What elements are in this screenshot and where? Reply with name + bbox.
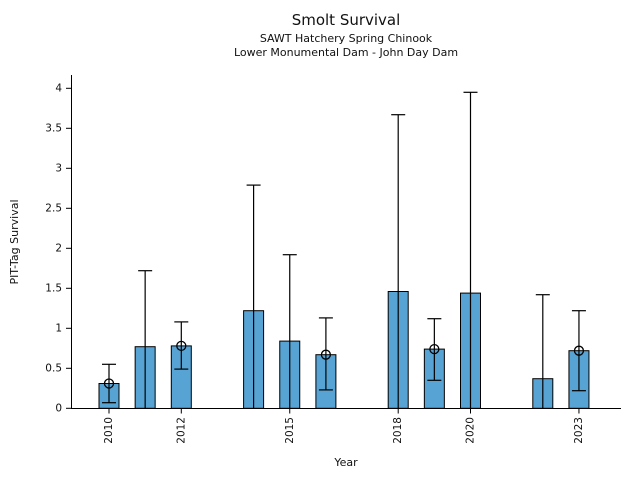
survival-marker-2012	[176, 340, 187, 352]
x-tick-label-2020: 2020	[465, 417, 477, 444]
chart-subtitle-line1: SAWT Hatchery Spring Chinook	[259, 32, 433, 45]
y-tick-label-3: 3	[55, 162, 62, 174]
survival-marker-2016	[320, 349, 332, 360]
y-tick-label-1.5: 1.5	[45, 282, 62, 294]
x-tick-label-2012: 2012	[175, 417, 187, 444]
y-tick-label-2: 2	[55, 242, 62, 254]
y-tick-label-2.5: 2.5	[45, 202, 62, 214]
x-axis-label: Year	[334, 456, 358, 469]
chart-title: Smolt Survival	[291, 11, 401, 29]
x-tick-label-2010: 2010	[103, 417, 115, 444]
survival-marker-2010	[103, 378, 115, 389]
chart-subtitle-line2: Lower Monumental Dam - John Day Dam	[233, 46, 459, 59]
y-tick-label-1: 1	[55, 322, 62, 334]
x-tick-label-2015: 2015	[284, 417, 296, 444]
x-tick-label-2023: 2023	[573, 417, 585, 444]
y-tick-label-3.5: 3.5	[45, 122, 62, 134]
survival-marker-2023	[573, 345, 585, 356]
y-tick-label-0: 0	[55, 402, 62, 414]
y-tick-label-4: 4	[55, 82, 62, 94]
y-tick-label-0.5: 0.5	[45, 362, 62, 374]
survival-marker-2019	[429, 343, 440, 355]
x-tick-label-2018: 2018	[392, 417, 404, 444]
